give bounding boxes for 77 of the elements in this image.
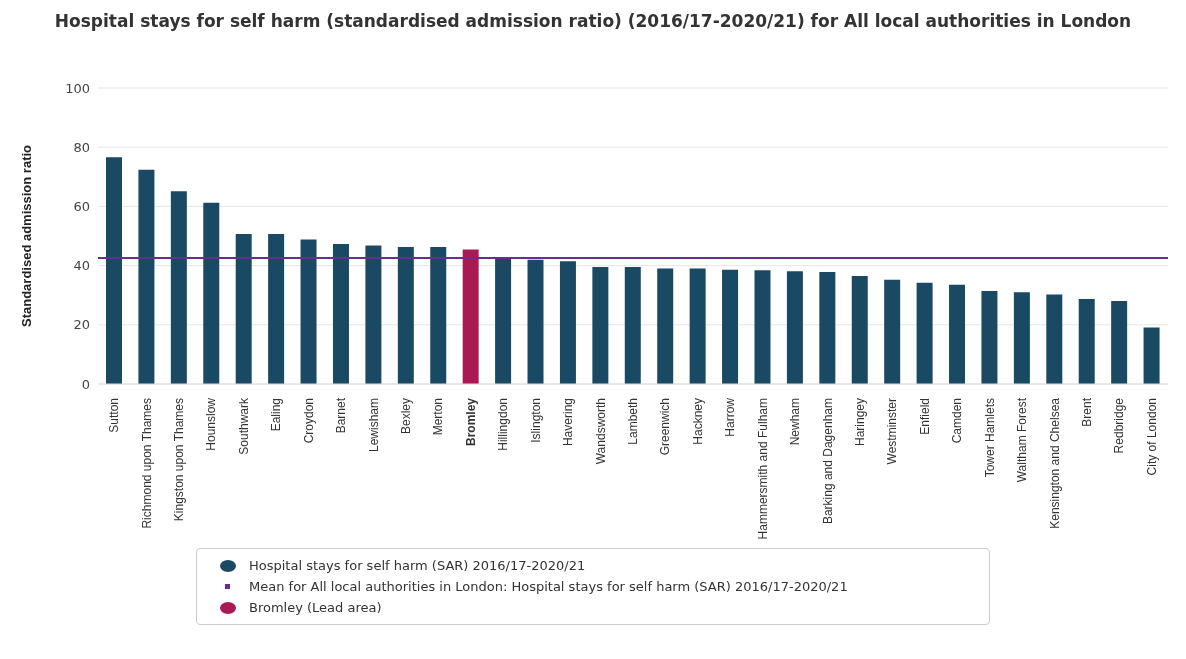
x-tick-label: Lewisham <box>366 398 381 453</box>
x-tick-label: Haringey <box>852 398 867 447</box>
x-tick-label: Enfield <box>917 398 932 435</box>
bar <box>462 249 479 384</box>
x-tick-label: Harrow <box>723 397 738 437</box>
y-tick-label: 80 <box>73 139 90 155</box>
bar <box>170 191 187 384</box>
y-tick-label: 60 <box>73 199 90 215</box>
x-tick-label: Sutton <box>107 398 122 433</box>
x-tick-label: City of London <box>1144 398 1159 476</box>
x-tick-label: Bexley <box>399 398 414 435</box>
y-axis-title: Standardised admission ratio <box>18 144 34 328</box>
x-tick-label: Waltham Forest <box>1015 397 1030 483</box>
bar <box>397 246 414 384</box>
bar <box>592 267 609 384</box>
y-tick-label: 20 <box>73 317 90 333</box>
bar <box>1013 292 1030 384</box>
y-tick-label: 100 <box>65 80 90 96</box>
bar <box>754 270 771 384</box>
x-tick-label: Wandsworth <box>593 398 608 465</box>
bar <box>1111 301 1128 384</box>
x-tick-label: Bromley <box>463 397 478 447</box>
x-tick-label: Hillingdon <box>496 398 511 451</box>
x-tick-label: Westminster <box>885 398 900 465</box>
bar <box>138 169 155 384</box>
bar <box>527 259 544 384</box>
legend-label: Mean for All local authorities in London: Hospital stays for self harm (SAR) 2016/17-2020/21 <box>249 579 848 594</box>
x-tick-label: Redbridge <box>1112 397 1127 454</box>
x-tick-label: Croydon <box>301 398 316 444</box>
bar <box>819 272 836 384</box>
x-tick-label: Havering <box>561 398 576 447</box>
x-tick-label: Lambeth <box>626 398 640 445</box>
bar <box>106 157 122 384</box>
x-tick-label: Islington <box>528 398 543 443</box>
bar <box>300 239 317 384</box>
bar <box>722 269 739 384</box>
x-tick-label: Brent <box>1079 397 1094 427</box>
bar <box>365 245 382 384</box>
bar <box>884 279 901 384</box>
x-tick-label: Barking and Dagenham <box>820 398 835 525</box>
bar <box>1046 294 1063 384</box>
chart-title: Hospital stays for self harm (standardised admission ratio) (2016/17-2020/21) for All local authorities in London <box>53 10 1133 33</box>
x-tick-label: Kensington and Chelsea <box>1047 397 1062 529</box>
bar <box>235 233 252 384</box>
bar <box>689 268 706 384</box>
bar <box>657 268 674 384</box>
x-tick-label: Greenwich <box>658 398 673 456</box>
bar <box>430 246 447 384</box>
legend-label: Hospital stays for self harm (SAR) 2016/17-2020/21 <box>249 558 586 573</box>
x-tick-label: Hounslow <box>204 397 219 451</box>
x-tick-label: Barnet <box>334 397 349 434</box>
bar <box>851 275 868 384</box>
x-tick-label: Southwark <box>236 397 251 455</box>
x-tick-label: Hackney <box>690 398 705 445</box>
x-tick-label: Hammersmith and Fulham <box>755 398 770 540</box>
bar <box>332 243 349 384</box>
bar <box>1078 299 1095 384</box>
y-tick-label: 40 <box>73 258 90 274</box>
x-tick-label: Tower Hamlets <box>982 398 997 478</box>
x-tick-label: Richmond upon Thames <box>139 398 154 529</box>
bar <box>495 257 512 384</box>
bar <box>268 233 285 384</box>
bar <box>1143 327 1160 384</box>
bar <box>981 291 998 384</box>
bar <box>949 284 966 384</box>
bar <box>203 202 220 384</box>
x-tick-label: Newham <box>788 398 803 446</box>
bar <box>559 261 576 384</box>
legend-label: Bromley (Lead area) <box>249 600 382 615</box>
x-tick-label: Kingston upon Thames <box>172 398 187 522</box>
y-tick-label: 0 <box>81 376 90 392</box>
bar <box>786 271 803 384</box>
bar <box>624 267 641 384</box>
x-tick-label: Camden <box>950 398 965 444</box>
x-tick-label: Merton <box>431 398 446 436</box>
x-tick-label: Ealing <box>269 398 284 432</box>
bar <box>916 282 933 384</box>
